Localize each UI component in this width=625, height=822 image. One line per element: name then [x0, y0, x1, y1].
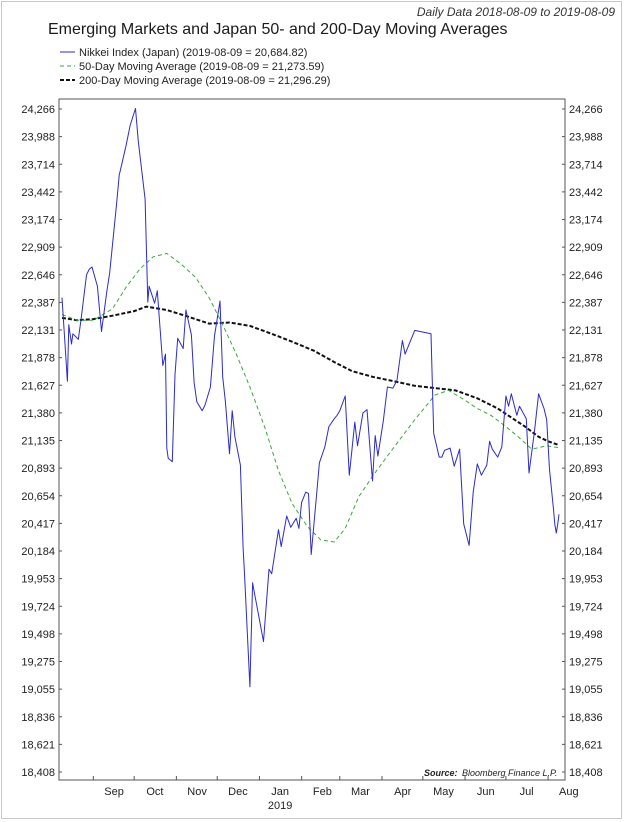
x-tick-label: May — [433, 786, 454, 798]
x-tick-label: Aug — [559, 786, 579, 798]
y-tick-label-left: 22,909 — [21, 242, 55, 254]
y-tick-label-right: 20,184 — [569, 546, 603, 558]
y-tick-label-left: 20,893 — [21, 463, 55, 475]
y-tick-label-left: 18,836 — [21, 712, 55, 724]
y-tick-label-right: 20,654 — [569, 491, 603, 503]
y-tick-label-right: 23,714 — [569, 159, 603, 171]
y-tick-label-right: 19,055 — [569, 684, 603, 696]
series-layer — [61, 108, 560, 688]
plot-area — [58, 98, 566, 781]
y-tick-label-right: 22,646 — [569, 270, 603, 282]
x-tick-label: Dec — [228, 786, 248, 798]
y-tick-label-left: 21,627 — [21, 380, 55, 392]
chart-title: Emerging Markets and Japan 50- and 200-D… — [48, 21, 508, 38]
y-tick-label-right: 19,953 — [569, 574, 603, 586]
y-tick-label-left: 19,953 — [21, 574, 55, 586]
y-tick-label-left: 24,266 — [21, 104, 55, 116]
series-line-0 — [61, 108, 560, 688]
y-tick-label-left: 21,135 — [21, 436, 55, 448]
y-tick-label-left: 19,498 — [21, 629, 55, 641]
y-tick-label-left: 21,380 — [21, 408, 55, 420]
y-tick-label-right: 18,836 — [569, 712, 603, 724]
y-tick-label-left: 23,442 — [21, 187, 55, 199]
x-tick-label: Feb — [313, 786, 332, 798]
y-tick-label-left: 22,131 — [21, 325, 55, 337]
y-axis-left: 24,266 23,988 23,714 23,442 23,174 22,909 22,6… — [21, 104, 62, 779]
y-tick-label-right: 19,498 — [569, 629, 603, 641]
y-tick-label-right: 20,893 — [569, 463, 603, 475]
series-line-1 — [61, 252, 560, 543]
chart-subtitle: Daily Data 2018-08-09 to 2019-08-09 — [416, 5, 615, 19]
source-label: Source: — [424, 768, 458, 778]
y-tick-label-left: 18,408 — [21, 767, 55, 779]
x-tick-label: Nov — [187, 786, 207, 798]
x-tick-label: Jul — [520, 786, 534, 798]
y-tick-label-right: 23,174 — [569, 215, 603, 227]
y-tick-label-left: 19,275 — [21, 657, 55, 669]
legend-label-0: Nikkei Index (Japan) (2019-08-09 = 20,68… — [79, 47, 307, 59]
y-tick-label-left: 19,724 — [21, 601, 55, 613]
x-axis: Sep Oct Nov Dec Jan 2019 Feb Mar Apr May Jun Jul Aug — [92, 776, 579, 812]
y-tick-label-left: 20,417 — [21, 518, 55, 530]
y-tick-label-left: 20,184 — [21, 546, 55, 558]
y-tick-label-right: 22,909 — [569, 242, 603, 254]
y-tick-label-right: 18,621 — [569, 739, 603, 751]
y-tick-label-right: 19,724 — [569, 601, 603, 613]
legend-label-2: 200-Day Moving Average (2019-08-09 = 21,… — [79, 75, 330, 87]
y-tick-label-left: 23,988 — [21, 132, 55, 144]
legend-label-1: 50-Day Moving Average (2019-08-09 = 21,2… — [79, 61, 324, 73]
y-axis-right: 24,266 23,988 23,714 23,442 23,174 22,909 22,6… — [562, 104, 603, 779]
y-tick-label-left: 19,055 — [21, 684, 55, 696]
y-tick-label-right: 20,417 — [569, 518, 603, 530]
y-tick-label-right: 19,275 — [569, 657, 603, 669]
y-tick-label-right: 18,408 — [569, 767, 603, 779]
y-tick-label-left: 21,878 — [21, 353, 55, 365]
x-tick-label: Jan — [271, 786, 289, 798]
legend: Nikkei Index (Japan) (2019-08-09 = 20,68… — [60, 47, 330, 87]
y-tick-label-left: 22,387 — [21, 297, 55, 309]
x-tick-label: Oct — [146, 786, 163, 798]
x-tick-label: Mar — [351, 786, 370, 798]
x-tick-label: Apr — [394, 786, 411, 798]
y-tick-label-left: 18,621 — [21, 739, 55, 751]
y-tick-label-right: 23,988 — [569, 132, 603, 144]
y-tick-label-right: 22,387 — [569, 297, 603, 309]
x-tick-label: Sep — [104, 786, 124, 798]
y-tick-label-right: 21,627 — [569, 380, 603, 392]
y-tick-label-right: 22,131 — [569, 325, 603, 337]
y-tick-label-left: 22,646 — [21, 270, 55, 282]
y-tick-label-right: 21,878 — [569, 353, 603, 365]
y-tick-label-right: 24,266 — [569, 104, 603, 116]
x-year-label: 2019 — [268, 800, 292, 812]
y-tick-label-right: 23,442 — [569, 187, 603, 199]
source-text: Bloomberg Finance L.P. — [462, 768, 557, 778]
y-tick-label-left: 23,714 — [21, 159, 55, 171]
y-tick-label-left: 23,174 — [21, 215, 55, 227]
y-tick-label-right: 21,380 — [569, 408, 603, 420]
y-tick-label-right: 21,135 — [569, 436, 603, 448]
series-line-2 — [61, 305, 560, 447]
x-tick-label: Jun — [477, 786, 495, 798]
y-tick-label-left: 20,654 — [21, 491, 55, 503]
